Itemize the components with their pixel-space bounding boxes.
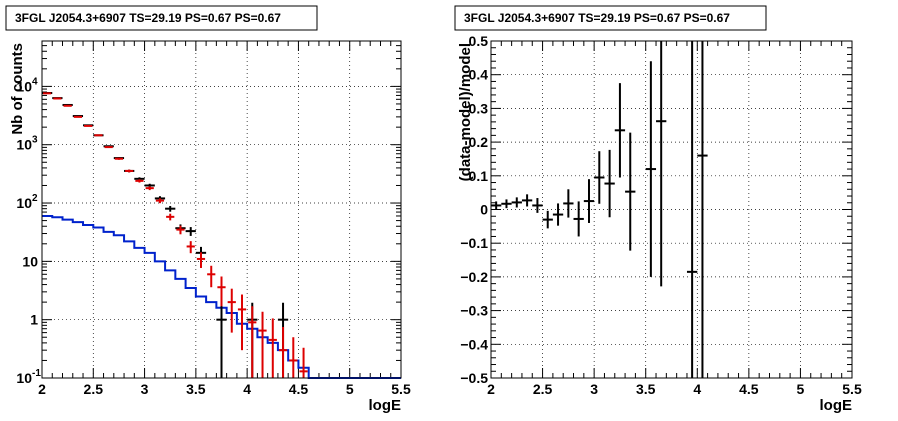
y-tick-label: 10 — [16, 370, 32, 386]
x-tick-label: 2 — [487, 381, 495, 397]
y-tick-label: 0.2 — [469, 134, 489, 150]
x-tick-label: 3 — [590, 381, 598, 397]
x-tick-label: 5.5 — [391, 381, 411, 397]
x-tick-label: 4.5 — [739, 381, 759, 397]
y-tick-label: 10 — [22, 253, 38, 269]
chart-title: 3FGL J2054.3+6907 TS=29.19 PS=0.67 PS=0.… — [15, 11, 281, 25]
title-box — [5, 5, 318, 31]
x-tick-label: 3.5 — [186, 381, 206, 397]
background-model-line — [42, 214, 401, 379]
y-tick-label: 0 — [480, 202, 488, 218]
residuals-panel: 3FGL J2054.3+6907 TS=29.19 PS=0.67 PS=0.… — [454, 5, 862, 414]
x-tick-label: 4 — [693, 381, 701, 397]
y-tick-label: −0.1 — [460, 235, 488, 251]
x-tick-label: 4.5 — [289, 381, 309, 397]
y-tick-label: 0.4 — [469, 67, 489, 83]
plot-frame — [490, 40, 853, 379]
x-tick-label: 3 — [141, 381, 149, 397]
y-tick-label: 0.5 — [469, 33, 489, 49]
y-tick-label: −0.3 — [460, 303, 488, 319]
y-tick-label: 0.1 — [469, 168, 489, 184]
y-tick-exponent: 2 — [32, 193, 38, 204]
y-tick-label: −0.5 — [460, 370, 488, 386]
y-tick-exponent: 3 — [32, 135, 38, 146]
y-tick-label: 1 — [30, 312, 38, 328]
x-tick-label: 2.5 — [533, 381, 553, 397]
x-tick-label: 4 — [243, 381, 251, 397]
y-tick-label: −0.2 — [460, 269, 488, 285]
y-tick-label: 10 — [16, 78, 32, 94]
x-axis-label: logE — [820, 397, 853, 414]
x-tick-label: 5 — [346, 381, 354, 397]
counts-panel: 3FGL J2054.3+6907 TS=29.19 PS=0.67 PS=0.… — [5, 5, 411, 414]
plot-frame — [41, 40, 402, 379]
x-axis-label: logE — [369, 397, 402, 414]
x-tick-label: 2 — [38, 381, 46, 397]
y-tick-exponent: -1 — [32, 368, 41, 379]
y-tick-label: 0.3 — [469, 100, 489, 116]
chart-title: 3FGL J2054.3+6907 TS=29.19 PS=0.67 PS=0.… — [464, 11, 730, 25]
y-tick-exponent: 4 — [32, 76, 38, 87]
y-axis-label: Nb of counts — [9, 43, 26, 135]
title-box — [454, 5, 767, 31]
x-tick-label: 5.5 — [842, 381, 862, 397]
x-tick-label: 3.5 — [636, 381, 656, 397]
y-tick-label: 10 — [16, 137, 32, 153]
x-tick-label: 5 — [797, 381, 805, 397]
y-axis-label: (data-model)/model — [457, 43, 474, 181]
y-tick-label: −0.4 — [460, 336, 488, 352]
y-tick-label: 10 — [16, 195, 32, 211]
x-tick-label: 2.5 — [84, 381, 104, 397]
